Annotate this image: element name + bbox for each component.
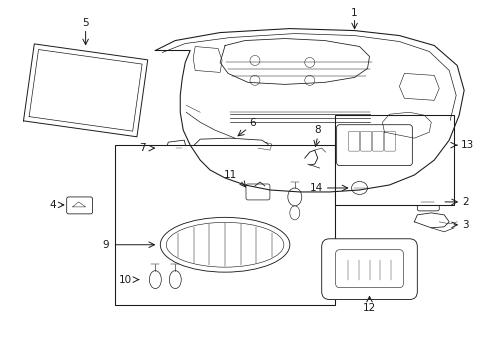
- Text: 13: 13: [460, 140, 473, 150]
- Polygon shape: [193, 46, 222, 72]
- Ellipse shape: [351, 181, 367, 194]
- Text: 14: 14: [309, 183, 322, 193]
- Polygon shape: [399, 73, 438, 100]
- FancyBboxPatch shape: [384, 131, 395, 151]
- Ellipse shape: [169, 271, 181, 289]
- FancyBboxPatch shape: [372, 131, 383, 151]
- FancyBboxPatch shape: [416, 193, 438, 211]
- Text: 9: 9: [102, 240, 109, 250]
- Text: 2: 2: [461, 197, 468, 207]
- Polygon shape: [194, 138, 269, 158]
- Ellipse shape: [287, 188, 301, 206]
- Ellipse shape: [149, 271, 161, 289]
- Text: 12: 12: [362, 302, 375, 312]
- FancyBboxPatch shape: [336, 125, 411, 166]
- Bar: [334, 115, 453, 205]
- FancyBboxPatch shape: [335, 250, 403, 288]
- Text: 5: 5: [82, 18, 89, 28]
- Text: 4: 4: [49, 200, 56, 210]
- Circle shape: [304, 75, 314, 85]
- Bar: [115, 145, 334, 305]
- FancyBboxPatch shape: [360, 131, 371, 151]
- Ellipse shape: [289, 206, 299, 220]
- Text: 3: 3: [461, 220, 468, 230]
- Ellipse shape: [166, 222, 283, 267]
- Text: 6: 6: [249, 118, 256, 128]
- FancyBboxPatch shape: [245, 184, 269, 200]
- Circle shape: [249, 55, 260, 66]
- FancyBboxPatch shape: [66, 197, 92, 214]
- Text: 7: 7: [139, 143, 145, 153]
- Circle shape: [249, 75, 260, 85]
- Polygon shape: [166, 140, 186, 156]
- Circle shape: [304, 58, 314, 67]
- Ellipse shape: [160, 217, 289, 272]
- Text: 10: 10: [119, 275, 132, 285]
- Text: 1: 1: [350, 8, 357, 18]
- Text: 8: 8: [314, 125, 321, 135]
- FancyBboxPatch shape: [321, 239, 416, 300]
- Text: 11: 11: [223, 170, 236, 180]
- FancyBboxPatch shape: [348, 131, 359, 151]
